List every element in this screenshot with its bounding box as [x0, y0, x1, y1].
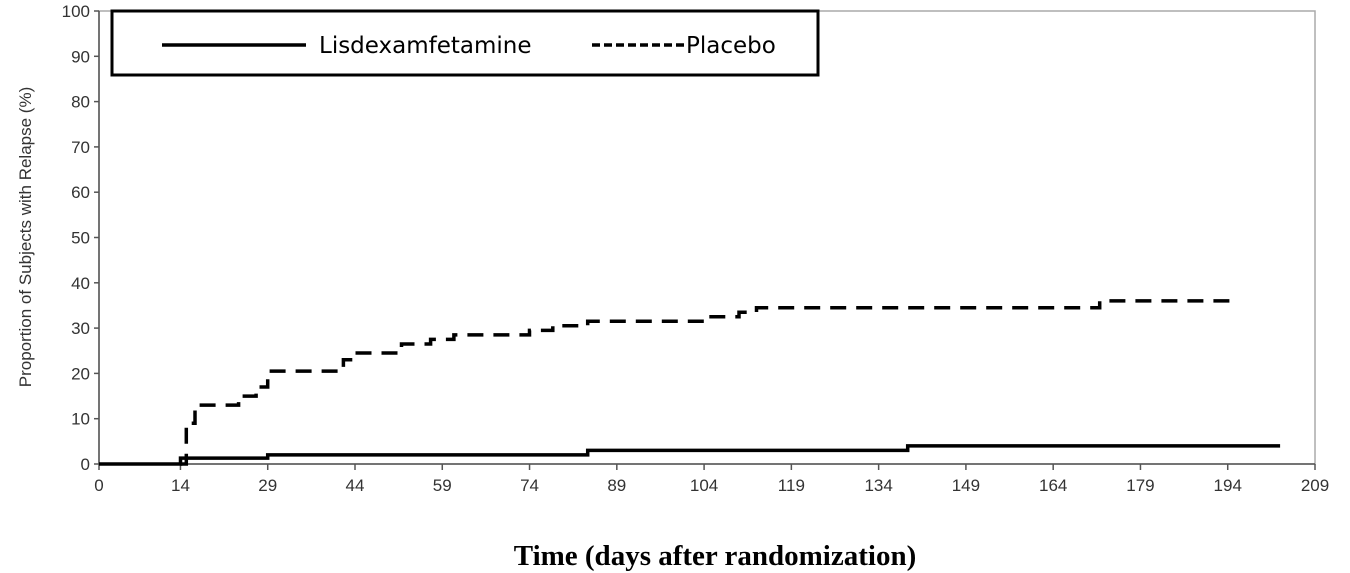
x-tick-label: 44 — [346, 476, 365, 495]
plot-area-frame — [98, 10, 1316, 465]
y-axis: 0 10 20 30 40 50 60 70 80 90 100 — [62, 2, 100, 474]
y-tick-label: 30 — [71, 319, 90, 338]
y-tick-label: 90 — [71, 47, 90, 66]
x-tick-label: 104 — [690, 476, 718, 495]
y-tick-label: 50 — [71, 229, 90, 248]
y-tick-label: 40 — [71, 274, 90, 293]
x-tick-label: 14 — [171, 476, 190, 495]
x-axis: 0 14 29 44 59 74 89 104 119 134 149 164 179 194 209 — [94, 463, 1329, 495]
series-line-lisdexamfetamine — [99, 444, 1281, 466]
x-tick-label: 119 — [778, 476, 805, 495]
y-axis-label: Proportion of Subjects with Relapse (%) — [16, 87, 35, 387]
x-tick-label: 209 — [1301, 476, 1329, 495]
y-tick-label: 70 — [71, 138, 90, 157]
x-tick-label: 59 — [433, 476, 452, 495]
x-tick-label: 149 — [952, 476, 980, 495]
series-line-placebo — [180, 299, 1240, 466]
y-tick-label: 80 — [71, 93, 90, 112]
legend-box — [110, 9, 820, 77]
x-tick-label: 134 — [864, 476, 892, 495]
x-tick-label: 74 — [520, 476, 539, 495]
legend-label-lisdexamfetamine: Lisdexamfetamine — [319, 33, 532, 59]
y-tick-label: 20 — [71, 364, 90, 383]
legend: Lisdexamfetamine Placebo — [110, 9, 820, 77]
x-tick-label: 29 — [258, 476, 277, 495]
y-tick-label: 100 — [62, 2, 90, 21]
legend-label-placebo: Placebo — [686, 33, 776, 59]
y-tick-label: 0 — [81, 455, 90, 474]
x-tick-label: 89 — [607, 476, 626, 495]
x-tick-label: 194 — [1214, 476, 1242, 495]
y-tick-label: 60 — [71, 183, 90, 202]
x-tick-label: 0 — [94, 476, 103, 495]
y-tick-label: 10 — [71, 410, 90, 429]
series-layer — [99, 299, 1281, 466]
x-axis-label: Time (days after randomization) — [514, 540, 916, 572]
x-tick-label: 164 — [1039, 476, 1067, 495]
x-tick-label: 179 — [1126, 476, 1154, 495]
